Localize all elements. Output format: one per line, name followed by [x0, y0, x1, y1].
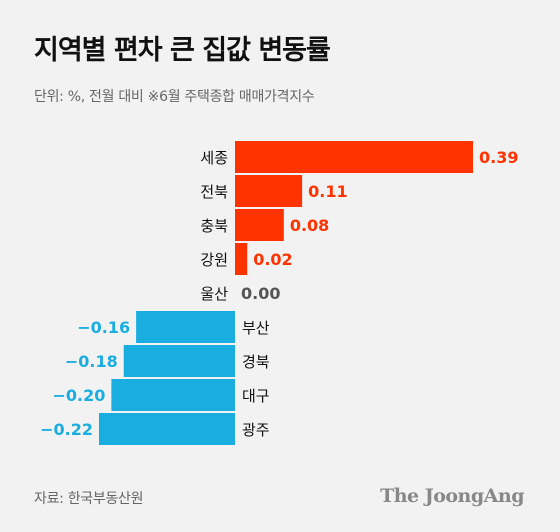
- value-label: 0.00: [241, 284, 280, 303]
- category-label: 충북: [200, 217, 228, 235]
- bar: [123, 345, 235, 377]
- value-label: 0.08: [290, 216, 329, 235]
- value-label: −0.20: [52, 386, 105, 405]
- bar: [136, 311, 235, 343]
- chart-title: 지역별 편차 큰 집값 변동률: [34, 35, 331, 66]
- value-label: 0.02: [253, 250, 292, 269]
- category-label: 부산: [242, 319, 270, 337]
- value-label: −0.22: [40, 420, 93, 439]
- publisher-logo: The JoongAng: [380, 485, 524, 507]
- bar: [235, 243, 248, 275]
- value-label: 0.11: [308, 182, 347, 201]
- bar: [235, 209, 284, 241]
- value-label: 0.39: [479, 148, 518, 167]
- chart-subtitle: 단위: %, 전월 대비 ※6월 주택종합 매매가격지수: [34, 89, 315, 105]
- category-label: 대구: [242, 387, 270, 405]
- category-label: 경북: [242, 353, 270, 371]
- bar: [99, 413, 235, 445]
- value-label: −0.16: [77, 318, 130, 337]
- category-label: 광주: [242, 421, 270, 439]
- source-note: 자료: 한국부동산원: [34, 491, 144, 507]
- category-label: 전북: [200, 183, 228, 201]
- bar: [235, 175, 303, 207]
- category-label: 울산: [200, 285, 228, 303]
- bar: [235, 141, 473, 173]
- category-label: 강원: [200, 251, 228, 269]
- category-label: 세종: [200, 149, 228, 167]
- value-label: −0.18: [65, 352, 118, 371]
- bar: [111, 379, 235, 411]
